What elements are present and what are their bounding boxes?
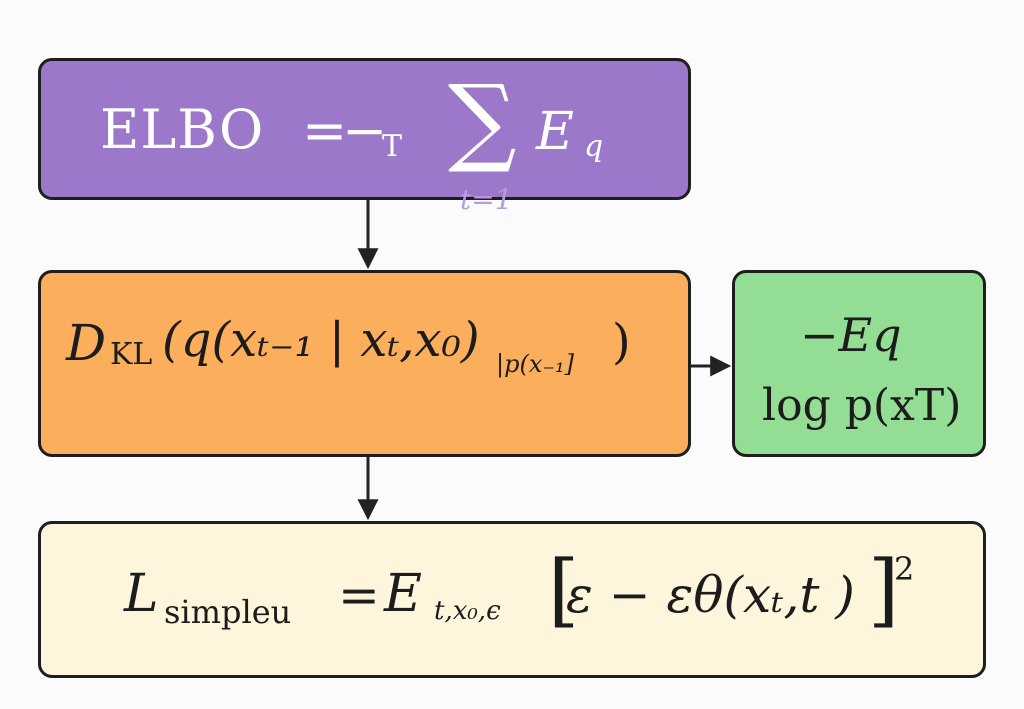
elbo-label: ELBO	[100, 98, 265, 161]
kl-divergence-box	[38, 270, 691, 457]
kl-subscript: KL	[110, 337, 153, 372]
elbo-q-subscript: q	[584, 129, 604, 164]
prior-log-line: log p(xT)	[762, 380, 962, 431]
simple-loss-body: ε − εθ(xₜ,t )	[566, 566, 855, 624]
prior-term-box	[732, 270, 986, 457]
simple-loss-open-bracket: [	[548, 543, 580, 636]
elbo-equals-sign: =	[302, 99, 348, 162]
elbo-expectation: E	[536, 102, 574, 162]
simple-loss-expectation-subscript: t,x₀,ϵ	[434, 596, 501, 626]
simple-loss-box	[38, 521, 986, 678]
prior-expectation-line: −Eq	[800, 308, 902, 362]
elbo-T-subscript: T	[382, 129, 403, 164]
kl-close-paren: )	[612, 314, 631, 370]
kl-D-symbol: D	[66, 314, 107, 372]
simple-loss-subscript: simpleu	[164, 593, 292, 631]
kl-lower-subscript: |p(x₋₁]	[496, 350, 574, 378]
summation-symbol: ∑	[448, 64, 517, 176]
kl-expression: (q(xₜ₋₁ | xₜ,x₀)	[162, 312, 480, 368]
summation-index: t=1	[460, 183, 513, 216]
simple-loss-equals: =	[338, 566, 380, 624]
elbo-box	[38, 58, 691, 200]
simple-loss-expectation: E	[384, 564, 422, 624]
elbo-minus-sign: −	[342, 99, 388, 162]
simple-loss-exponent: 2	[894, 550, 915, 588]
simple-loss-L: L	[124, 564, 159, 624]
simple-loss-close-bracket: ]	[868, 543, 900, 636]
